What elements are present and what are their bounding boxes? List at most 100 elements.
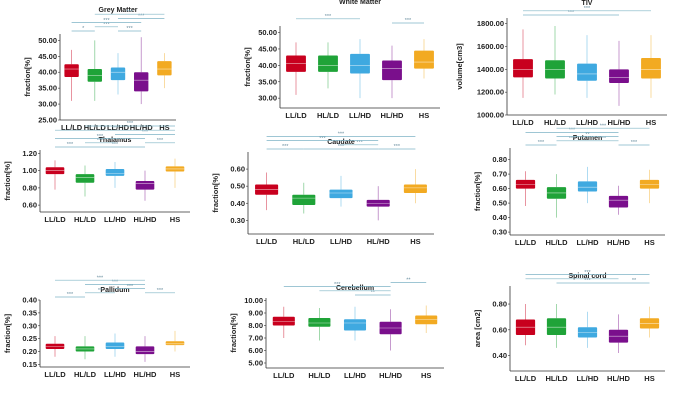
- y-tick-label: 50.00: [38, 36, 57, 45]
- y-tick-label: 0.40: [492, 213, 507, 222]
- significance-label: **: [98, 288, 103, 294]
- y-tick-label: 0.30: [230, 216, 245, 225]
- significance-label: ***: [405, 18, 412, 24]
- panel-cerebellum: Cerebellum 5.00 6.00 7.00 8.00 9.00 10.00 fract…: [229, 278, 444, 380]
- x-tick-label: HL/LD: [544, 118, 567, 127]
- y-tick-label: 7.00: [248, 334, 263, 343]
- significance-label: **: [406, 278, 411, 284]
- significance-label: ***: [67, 292, 74, 298]
- y-tick-label: 0.50: [230, 182, 245, 191]
- significance-label: ***: [325, 14, 332, 20]
- x-tick-label: HL/LD: [308, 371, 331, 380]
- x-tick-label: HL/HD: [134, 370, 157, 379]
- y-tick-label: 6.00: [248, 346, 263, 355]
- x-tick-label: HL/HD: [381, 111, 404, 120]
- x-tick-label: HL/LD: [545, 238, 568, 247]
- panel-title: Cerebellum: [336, 285, 374, 292]
- box-2: [343, 319, 367, 331]
- significance-label: ***: [127, 284, 134, 290]
- significance-label: ***: [568, 10, 575, 16]
- x-tick-label: HS: [419, 111, 429, 120]
- x-tick-label: HS: [159, 123, 169, 132]
- box-2: [105, 342, 125, 349]
- x-tick-label: HL/LD: [74, 370, 97, 379]
- box-2: [329, 189, 353, 199]
- y-tick-label: 0.80: [22, 183, 37, 192]
- box-4: [403, 184, 427, 193]
- x-tick-label: HL/HD: [607, 374, 630, 383]
- y-tick-label: 0.20: [22, 347, 37, 356]
- x-tick-label: HS: [421, 371, 431, 380]
- box-3: [135, 346, 155, 355]
- panel-title: Grey Matter: [99, 7, 138, 14]
- box-2: [110, 67, 126, 81]
- x-tick-label: LL/LD: [44, 370, 66, 379]
- significance-label: ***: [157, 138, 164, 144]
- box-3: [609, 69, 629, 84]
- x-tick-label: LL/HD: [107, 123, 130, 132]
- significance-label: ***: [127, 121, 134, 127]
- significance-label: ***: [157, 288, 164, 294]
- y-tick-label: 45.00: [258, 44, 277, 53]
- y-tick-label: 35.00: [258, 77, 277, 86]
- y-tick-label: 10.00: [244, 296, 263, 305]
- y-tick-label: 0.80: [492, 155, 507, 164]
- y-tick-label: 30.00: [258, 94, 277, 103]
- box-2: [577, 181, 598, 192]
- x-tick-label: LL/LD: [44, 215, 66, 224]
- y-axis-label: volume[cm3]: [455, 43, 464, 90]
- box-4: [641, 57, 661, 79]
- box-3: [608, 195, 629, 208]
- y-axis-label: fraction[%]: [3, 161, 12, 201]
- panel-title: White Matter: [339, 0, 381, 6]
- box-0: [272, 316, 295, 326]
- y-tick-label: 40.00: [258, 61, 277, 70]
- x-tick-label: HL/HD: [379, 371, 402, 380]
- x-tick-label: LL/LD: [273, 371, 295, 380]
- x-tick-label: LL/HD: [576, 374, 599, 383]
- significance-label: ***: [538, 140, 545, 146]
- panel-white-matter: White Matter 30.00 35.00 40.00 45.00 50.00 fra…: [243, 0, 440, 120]
- y-tick-label: 0.70: [492, 170, 507, 179]
- significance-label: **: [570, 274, 575, 280]
- y-tick-label: 25.00: [38, 116, 57, 125]
- box-4: [157, 61, 172, 76]
- x-tick-label: HL/LD: [545, 374, 568, 383]
- significance-label: ***: [631, 140, 638, 146]
- x-tick-label: HS: [644, 238, 654, 247]
- x-tick-label: HS: [644, 374, 654, 383]
- x-tick-label: HL/HD: [134, 215, 157, 224]
- y-tick-label: 0.60: [230, 165, 245, 174]
- panel-putamen: Putamen 0.30 0.40 0.50 0.60 0.70 0.80 fraction[…: [473, 123, 665, 247]
- x-tick-label: LL/HD: [104, 215, 127, 224]
- panel-tiv: TIV 1000.00 1200.00 1400.00 1600.00 1800.00 vo…: [455, 0, 667, 127]
- significance-label: *: [82, 26, 85, 32]
- x-tick-label: LL/LD: [512, 118, 534, 127]
- panel-title: Caudate: [327, 139, 355, 146]
- x-tick-label: HL/HD: [608, 118, 631, 127]
- significance-label: **: [632, 278, 637, 284]
- y-tick-label: 50.00: [258, 28, 277, 37]
- y-tick-label: 1600.00: [477, 42, 504, 51]
- significance-label: **: [371, 290, 376, 296]
- y-tick-label: 35.00: [38, 84, 57, 93]
- y-tick-label: 0.30: [22, 321, 37, 330]
- box-4: [414, 50, 434, 69]
- box-2: [105, 168, 125, 176]
- x-tick-label: HL/LD: [84, 123, 107, 132]
- significance-label: ***: [103, 18, 110, 24]
- y-tick-label: 0.40: [492, 351, 507, 360]
- x-tick-label: LL/LD: [61, 123, 83, 132]
- box-2: [350, 53, 370, 74]
- y-tick-label: 1.20: [22, 149, 37, 158]
- x-tick-label: HL/LD: [317, 111, 340, 120]
- significance-label: ***: [126, 26, 133, 32]
- y-axis-label: fraction[%]: [229, 313, 238, 353]
- y-tick-label: 9.00: [248, 309, 263, 318]
- x-tick-label: LL/LD: [515, 374, 537, 383]
- y-axis-label: area [cm2]: [473, 309, 482, 347]
- x-tick-label: LL/HD: [104, 370, 127, 379]
- significance-label: ***: [584, 270, 591, 276]
- y-tick-label: 0.15: [22, 360, 37, 369]
- significance-label: ***: [97, 138, 104, 144]
